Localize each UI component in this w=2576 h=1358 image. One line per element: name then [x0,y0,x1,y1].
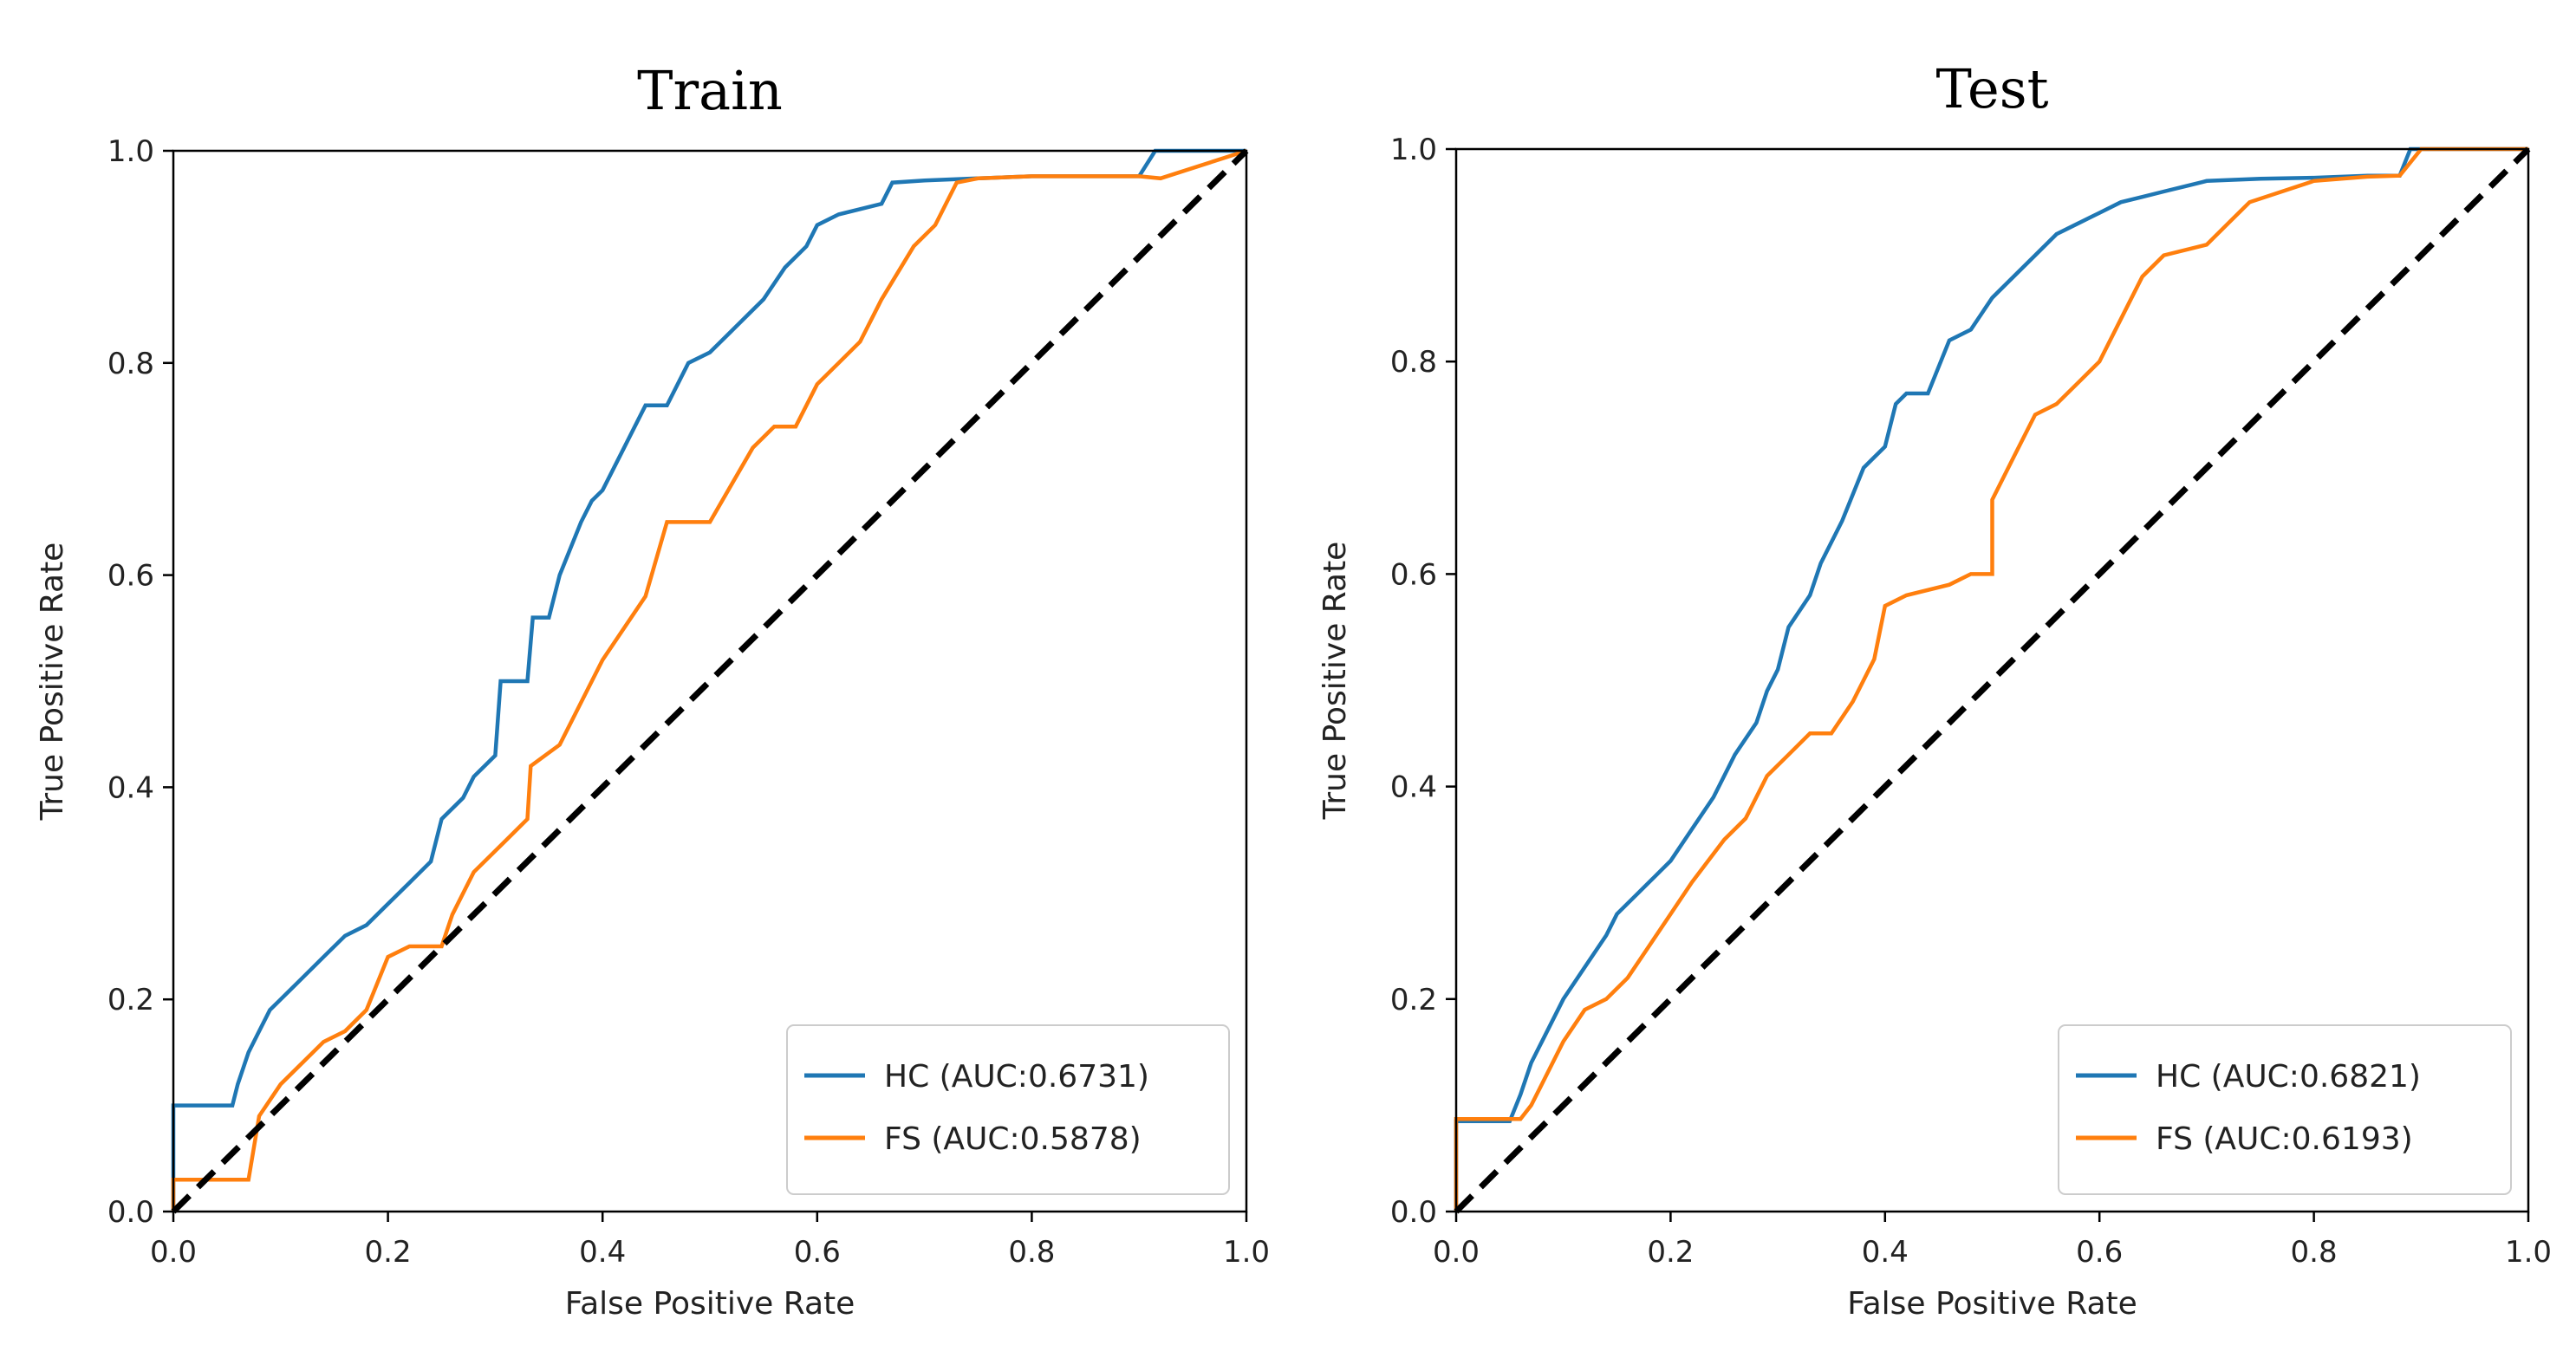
y-tick-label: 1.0 [107,134,154,169]
legend-box [786,1024,1230,1195]
x-tick-label: 0.2 [1647,1235,1694,1270]
y-tick-label: 0.0 [1390,1195,1437,1230]
x-tick-label: 0.8 [2291,1235,2338,1270]
y-tick-label: 1.0 [1390,133,1437,167]
legend-label-fs: FS (AUC:0.6193) [2156,1121,2413,1157]
legend-label-fs: FS (AUC:0.5878) [884,1121,1142,1157]
series-line-hc [1454,146,2528,1212]
x-tick-label: 0.0 [1433,1235,1480,1270]
series-line-chance [171,148,1249,1214]
chart-title: Train [637,59,783,122]
x-tick-label: 0.0 [150,1235,197,1270]
axes-frame [172,149,1248,1213]
chart-panel-train: Train 0.0 0.2 0.4 0.6 0.8 1.0 0.0 0.2 0.4 0.6 0.8 1.… [35,59,1270,1322]
series-line-hc [171,148,1246,1212]
x-tick-label: 0.2 [365,1235,412,1270]
series-line-chance [1454,146,2531,1214]
chart-title: Test [1936,57,2049,120]
y-tick-label: 0.8 [1390,345,1437,380]
y-tick-label: 0.8 [107,347,154,381]
x-tick-label: 0.6 [2076,1235,2123,1270]
legend-label-hc: HC (AUC:0.6821) [2156,1059,2421,1095]
x-tick-label: 1.0 [2505,1235,2552,1270]
legend-box [2058,1024,2512,1195]
x-tick-label: 0.4 [579,1235,626,1270]
x-tick-label: 0.6 [794,1235,841,1270]
x-tick-label: 0.8 [1008,1235,1055,1270]
y-tick-label: 0.0 [107,1195,154,1230]
legend: HC (AUC:0.6731) FS (AUC:0.5878) [786,1024,1230,1195]
chart-panel-test: Test 0.0 0.2 0.4 0.6 0.8 1.0 0.0 0.2 0.4 0.6 0.8 1.0… [1317,57,2552,1322]
y-axis-label: True Positive Rate [1317,542,1353,821]
x-tick-label: 1.0 [1223,1235,1270,1270]
x-tick-label: 0.4 [1862,1235,1909,1270]
y-tick-label: 0.4 [1390,770,1437,805]
y-tick-label: 0.6 [107,559,154,594]
y-tick-label: 0.2 [1390,983,1437,1017]
y-tick-label: 0.2 [107,983,154,1017]
x-axis-label: False Positive Rate [565,1286,855,1322]
series-line-fs [1454,146,2528,1212]
x-axis-label: False Positive Rate [1847,1286,2137,1322]
legend-label-hc: HC (AUC:0.6731) [884,1059,1149,1095]
axes-frame [1454,147,2530,1213]
y-tick-label: 0.6 [1390,557,1437,592]
y-tick-label: 0.4 [107,770,154,805]
y-axis-label: True Positive Rate [35,543,70,822]
series-line-fs [171,148,1247,1212]
legend: HC (AUC:0.6821) FS (AUC:0.6193) [2058,1024,2512,1195]
